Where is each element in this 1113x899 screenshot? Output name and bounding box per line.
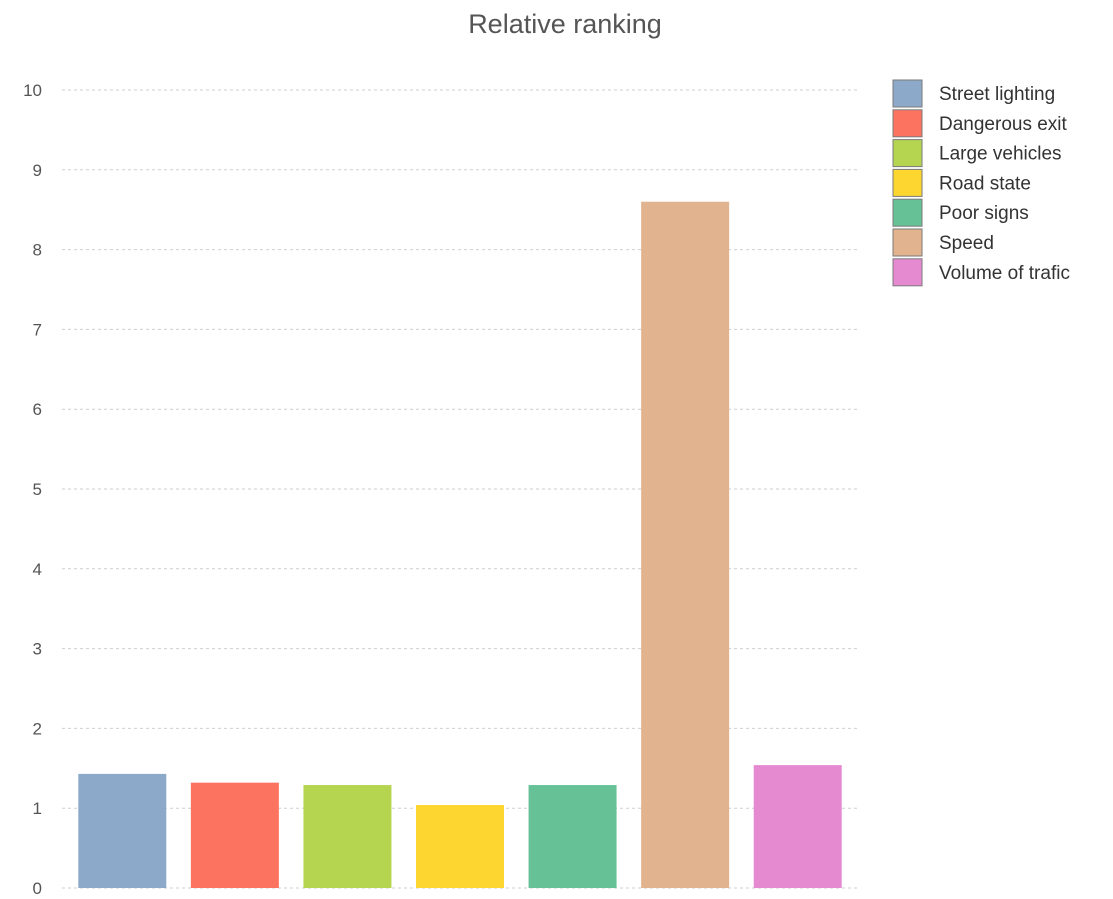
y-tick-label: 3	[33, 640, 42, 659]
legend-swatch	[892, 258, 923, 287]
legend-label: Volume of trafic	[939, 263, 1070, 284]
legend-label: Road state	[939, 173, 1031, 194]
bar	[78, 773, 167, 888]
bar	[528, 785, 617, 888]
legend-label: Street lighting	[939, 84, 1055, 105]
bar	[641, 201, 730, 889]
bars	[78, 201, 842, 889]
y-tick-label: 0	[33, 879, 42, 898]
legend-swatch	[892, 228, 923, 257]
bar	[416, 805, 504, 888]
y-tick-label: 1	[33, 799, 42, 818]
bar	[753, 765, 842, 888]
legend-label: Large vehicles	[939, 144, 1062, 165]
legend-swatch	[892, 79, 923, 108]
chart-title: Relative ranking	[468, 9, 662, 39]
legend-swatch	[892, 139, 923, 168]
y-tick-label: 10	[23, 81, 42, 100]
legend: Street lighting Dangerous exit Large vehic…	[892, 79, 1070, 287]
legend-swatch	[892, 168, 923, 197]
bar	[190, 782, 279, 888]
legend-swatch	[892, 198, 923, 227]
y-axis-ticks: 0 1 2 3 4 5 6 7 8 9 10	[23, 81, 42, 898]
bar	[303, 785, 392, 888]
legend-label: Poor signs	[939, 203, 1029, 224]
y-tick-label: 2	[33, 719, 42, 738]
gridlines	[62, 89, 858, 889]
legend-label: Dangerous exit	[939, 114, 1068, 135]
legend-swatch	[892, 109, 923, 138]
y-tick-label: 6	[33, 400, 42, 419]
y-tick-label: 4	[33, 560, 42, 579]
y-tick-label: 8	[33, 241, 42, 260]
y-tick-label: 7	[33, 320, 42, 339]
legend-label: Speed	[939, 233, 994, 254]
y-tick-label: 5	[33, 480, 42, 499]
y-tick-label: 9	[33, 161, 42, 180]
